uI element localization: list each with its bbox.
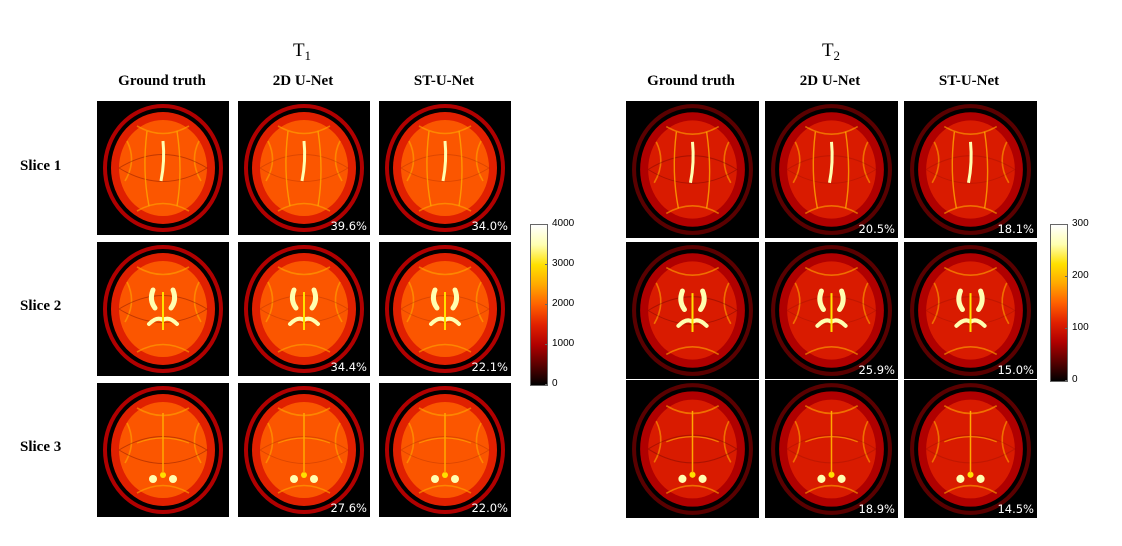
error-percentage: 18.9% — [858, 502, 895, 516]
error-percentage: 25.9% — [858, 363, 895, 377]
row-label-slice-3: Slice 3 — [20, 439, 62, 455]
error-percentage: 27.6% — [330, 501, 367, 515]
t1-col-st-unet: ST-U-Net — [413, 73, 475, 89]
t2-colorbar — [1050, 224, 1068, 382]
t1-slice-1-st-unet-image: 34.0% — [379, 101, 511, 235]
t1-slice-2-2d-unet-image: 34.4% — [238, 242, 370, 376]
t1-title: T1 — [292, 40, 312, 63]
error-percentage: 14.5% — [997, 502, 1034, 516]
t2-slice-1-2d-unet-image: 20.5% — [765, 101, 898, 238]
row-label-slice-1: Slice 1 — [20, 158, 62, 174]
colorbar-tick-label: 4000 — [552, 218, 575, 229]
colorbar-tick-mark — [1065, 328, 1068, 329]
t2-slice-3-ground-truth-image — [626, 380, 759, 518]
t2-slice-1-ground-truth-image — [626, 101, 759, 238]
t2-col-ground-truth: Ground truth — [647, 73, 735, 89]
error-percentage: 15.0% — [997, 363, 1034, 377]
t1-colorbar — [530, 224, 548, 386]
colorbar-tick-mark — [1065, 380, 1068, 381]
t2-slice-3-st-unet-image: 14.5% — [904, 380, 1037, 518]
t1-col-ground-truth: Ground truth — [118, 73, 206, 89]
error-percentage: 22.0% — [471, 501, 508, 515]
t2-slice-2-ground-truth-image — [626, 242, 759, 379]
error-percentage: 39.6% — [330, 219, 367, 233]
t2-slice-2-st-unet-image: 15.0% — [904, 242, 1037, 379]
t1-col-2d-unet: 2D U-Net — [272, 73, 334, 89]
t2-slice-3-2d-unet-image: 18.9% — [765, 380, 898, 518]
t1-slice-1-ground-truth-image — [97, 101, 229, 235]
error-percentage: 34.4% — [330, 360, 367, 374]
colorbar-tick-label: 0 — [1072, 374, 1078, 385]
t1-slice-2-st-unet-image: 22.1% — [379, 242, 511, 376]
t1-slice-3-ground-truth-image — [97, 383, 229, 517]
t2-slice-1-st-unet-image: 18.1% — [904, 101, 1037, 238]
row-label-slice-2: Slice 2 — [20, 298, 62, 314]
t2-slice-2-2d-unet-image: 25.9% — [765, 242, 898, 379]
colorbar-tick-label: 2000 — [552, 298, 575, 309]
colorbar-tick-label: 3000 — [552, 258, 575, 269]
colorbar-tick-label: 300 — [1072, 218, 1089, 229]
t1-slice-2-ground-truth-image — [97, 242, 229, 376]
t1-slice-1-2d-unet-image: 39.6% — [238, 101, 370, 235]
colorbar-tick-label: 100 — [1072, 322, 1089, 333]
colorbar-tick-mark — [545, 304, 548, 305]
colorbar-tick-label: 1000 — [552, 338, 575, 349]
t2-col-2d-unet: 2D U-Net — [799, 73, 861, 89]
t2-col-st-unet: ST-U-Net — [938, 73, 1000, 89]
error-percentage: 20.5% — [858, 222, 895, 236]
t1-slice-3-st-unet-image: 22.0% — [379, 383, 511, 517]
colorbar-tick-mark — [545, 344, 548, 345]
error-percentage: 18.1% — [997, 222, 1034, 236]
t2-title: T2 — [821, 40, 841, 63]
colorbar-tick-mark — [545, 384, 548, 385]
colorbar-tick-mark — [1065, 224, 1068, 225]
colorbar-tick-mark — [1065, 276, 1068, 277]
colorbar-tick-label: 0 — [552, 378, 558, 389]
error-percentage: 22.1% — [471, 360, 508, 374]
colorbar-tick-label: 200 — [1072, 270, 1089, 281]
colorbar-tick-mark — [545, 264, 548, 265]
error-percentage: 34.0% — [471, 219, 508, 233]
colorbar-tick-mark — [545, 224, 548, 225]
t1-slice-3-2d-unet-image: 27.6% — [238, 383, 370, 517]
